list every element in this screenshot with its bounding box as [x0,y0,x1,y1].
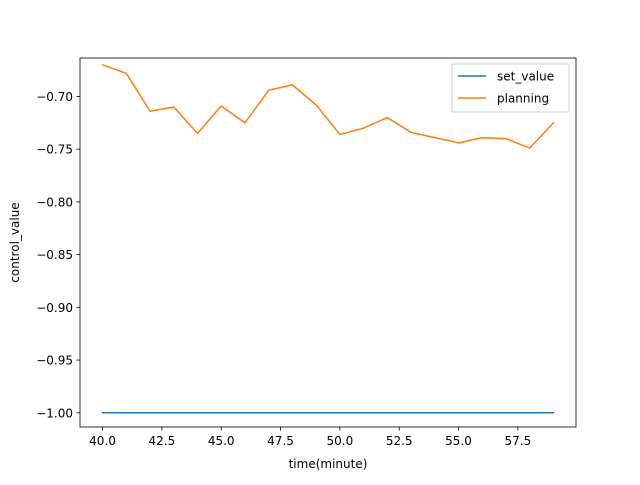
x-tick-label: 52.5 [386,434,413,448]
x-tick-label: 42.5 [149,434,176,448]
y-tick-label: −0.80 [36,195,73,209]
y-axis-label: control_value [8,202,22,282]
x-tick-label: 55.0 [445,434,472,448]
series-line-planning [101,63,555,149]
legend-label-set-value: set_value [497,70,554,84]
x-tick-label: 47.5 [267,434,294,448]
y-axis-ticks: −1.00 −0.95 −0.90 −0.85 −0.80 −0.75 −0.70 [36,90,80,420]
x-tick-label: 45.0 [208,434,235,448]
y-tick-label: −0.95 [36,354,73,368]
x-tick-label: 40.0 [89,434,116,448]
x-tick-label: 57.5 [504,434,531,448]
legend-label-planning: planning [497,92,549,106]
plot-frame [79,57,577,428]
y-tick-label: −0.70 [36,90,73,104]
x-axis-ticks: 40.0 42.5 45.0 47.5 50.0 52.5 55.0 57.5 [89,427,531,448]
x-tick-label: 50.0 [327,434,354,448]
plot-lines [101,63,555,414]
y-tick-label: −0.75 [36,143,73,157]
legend: set_value planning [451,63,570,113]
y-tick-label: −0.90 [36,301,73,315]
x-axis-label: time(minute) [289,457,368,471]
y-tick-label: −1.00 [36,406,73,420]
y-tick-label: −0.85 [36,248,73,262]
